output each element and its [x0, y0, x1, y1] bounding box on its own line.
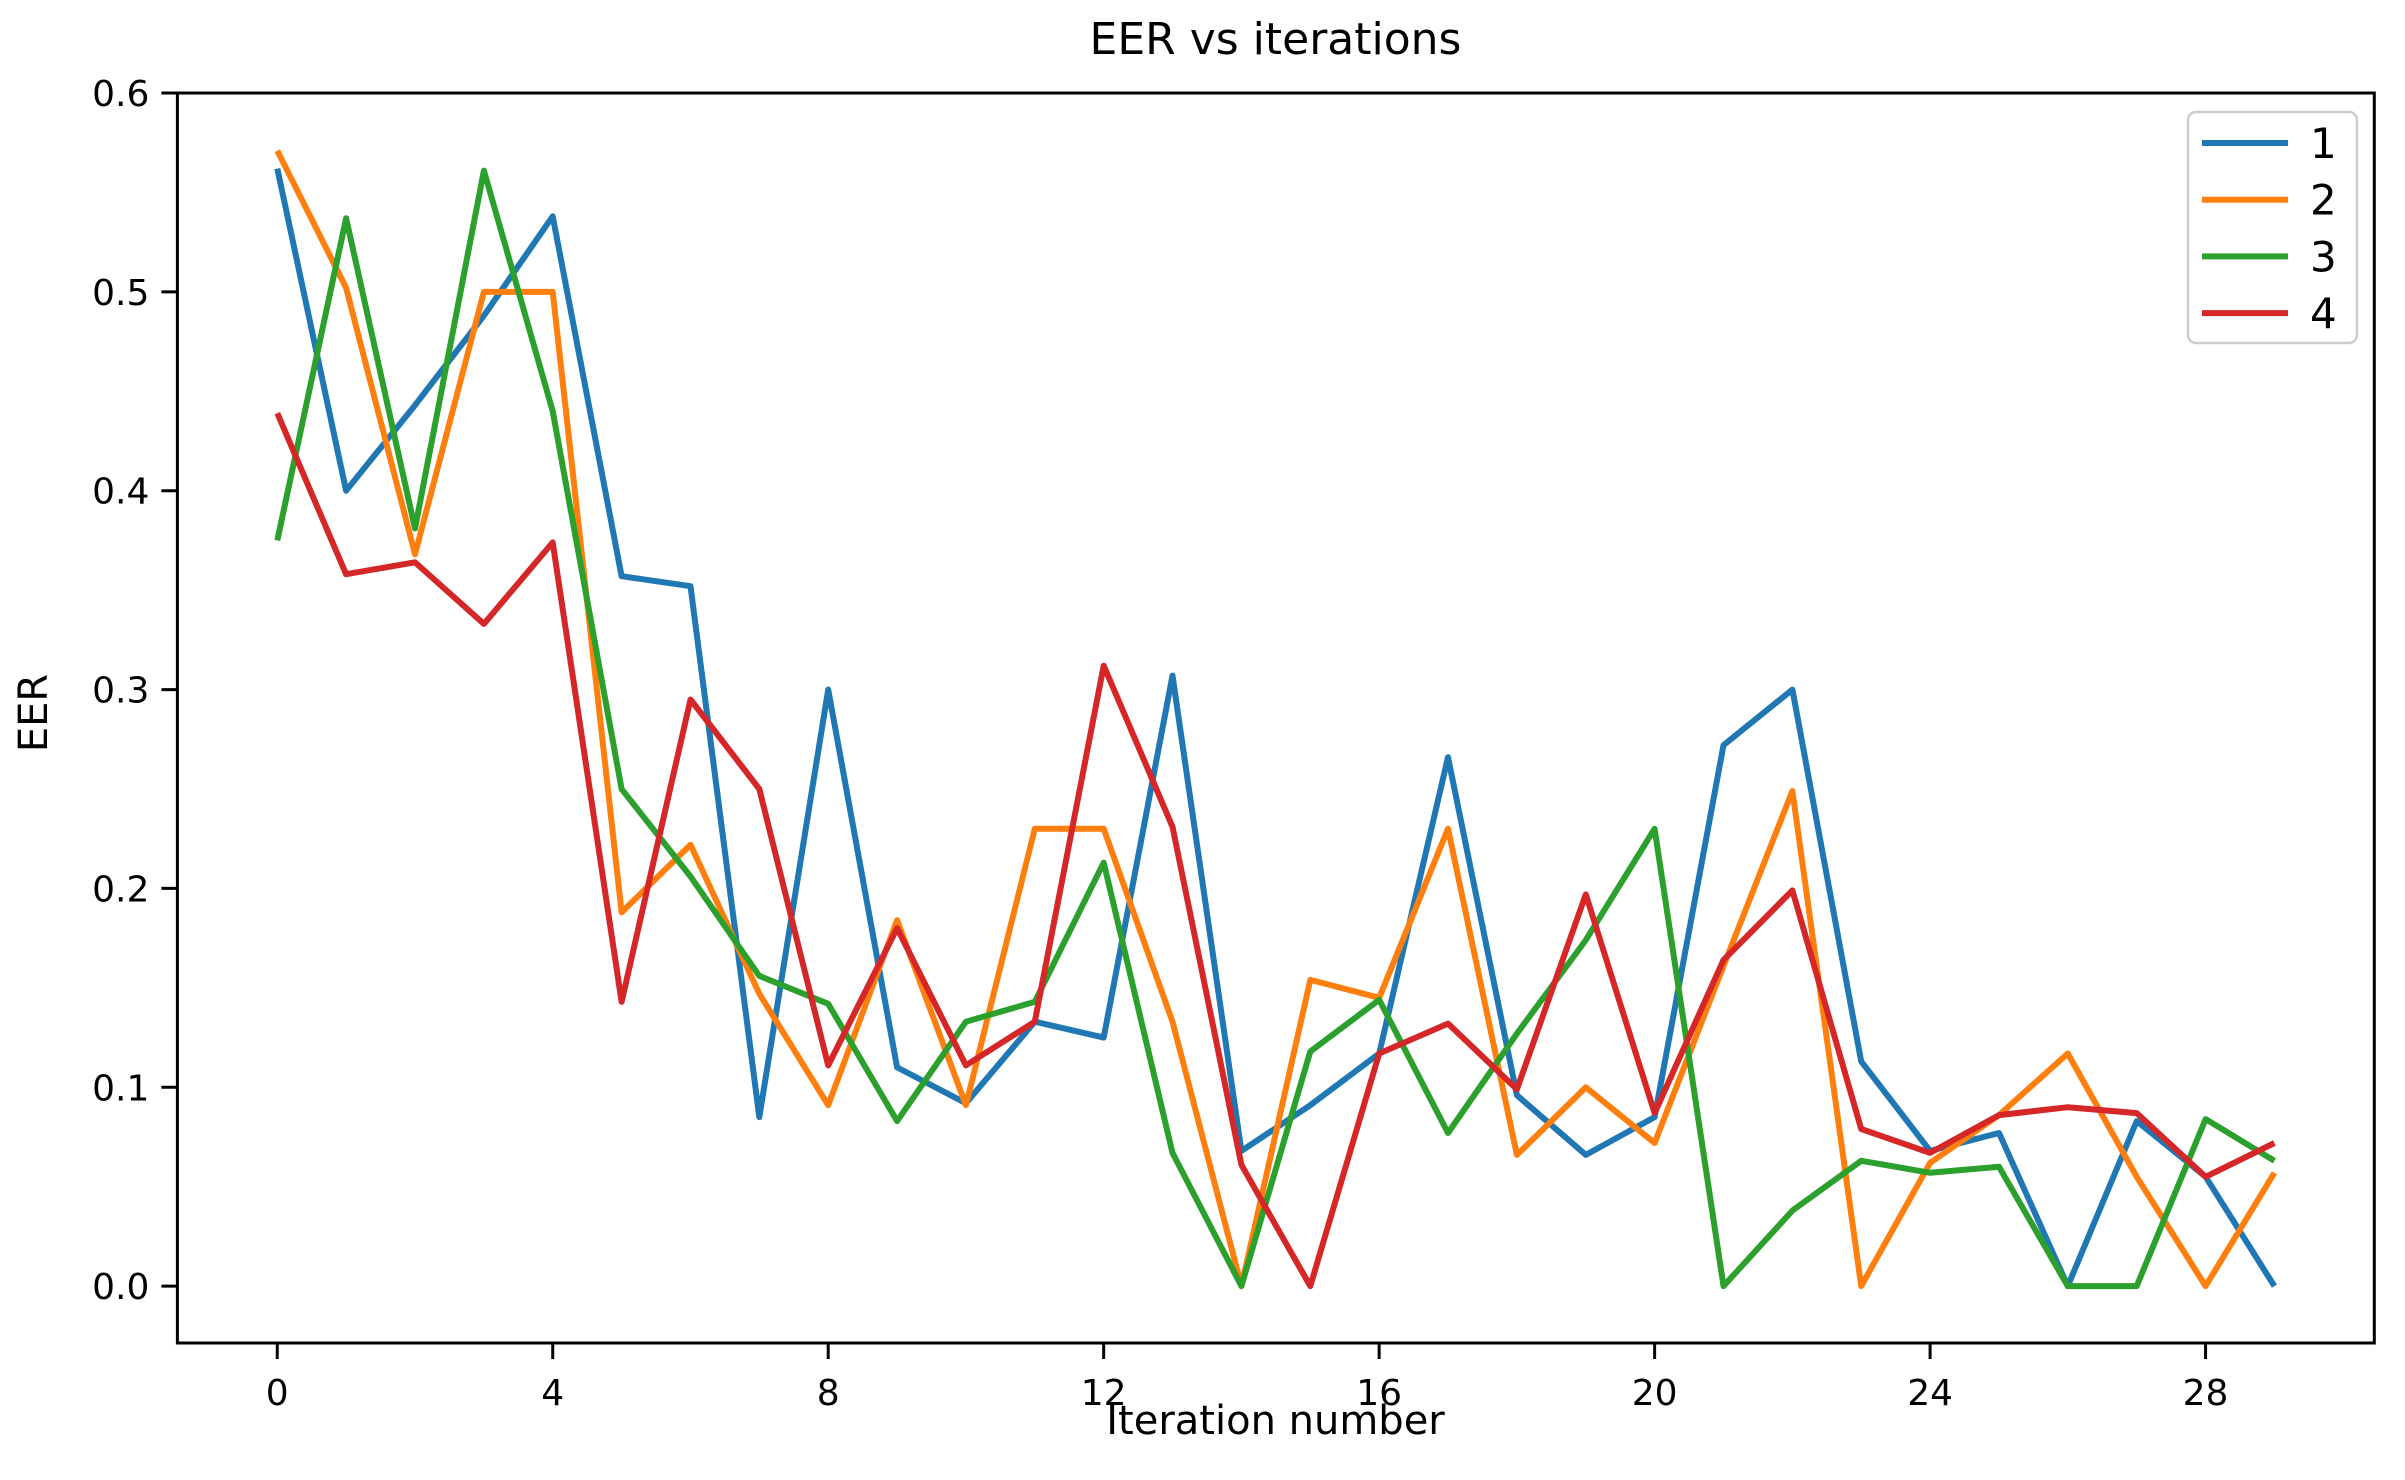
y-tick-label: 0.2: [92, 869, 149, 910]
series-line-2: [274, 149, 2277, 1290]
x-tick-label: 20: [1632, 1373, 1678, 1414]
chart-title: EER vs iterations: [1089, 14, 1462, 65]
legend-label-4: 4: [2310, 289, 2337, 338]
legend-label-3: 3: [2310, 232, 2337, 281]
x-tick-label: 24: [1907, 1373, 1953, 1414]
x-tick-label: 0: [266, 1373, 289, 1414]
x-tick-label: 28: [2183, 1373, 2229, 1414]
y-tick-label: 0.0: [92, 1267, 149, 1308]
x-tick-label: 8: [817, 1373, 840, 1414]
y-tick-label: 0.5: [92, 273, 149, 314]
legend-label-2: 2: [2310, 176, 2337, 225]
x-tick-label: 12: [1081, 1373, 1127, 1414]
x-tick-label: 16: [1356, 1373, 1402, 1414]
series-line-3: [274, 167, 2276, 1290]
legend-label-1: 1: [2310, 119, 2337, 168]
series-line-4: [274, 412, 2276, 1290]
y-axis-label: EER: [11, 673, 57, 753]
plot-frame: [175, 91, 2376, 1345]
y-tick-label: 0.4: [92, 472, 149, 513]
y-tick-label: 0.6: [92, 74, 149, 115]
series-line-1: [274, 167, 2277, 1290]
y-tick-label: 0.1: [92, 1068, 149, 1109]
x-axis-label: Iteration number: [1106, 1398, 1445, 1444]
y-tick-label: 0.3: [92, 671, 149, 712]
legend-box: [2186, 110, 2359, 345]
x-tick-label: 4: [541, 1373, 564, 1414]
